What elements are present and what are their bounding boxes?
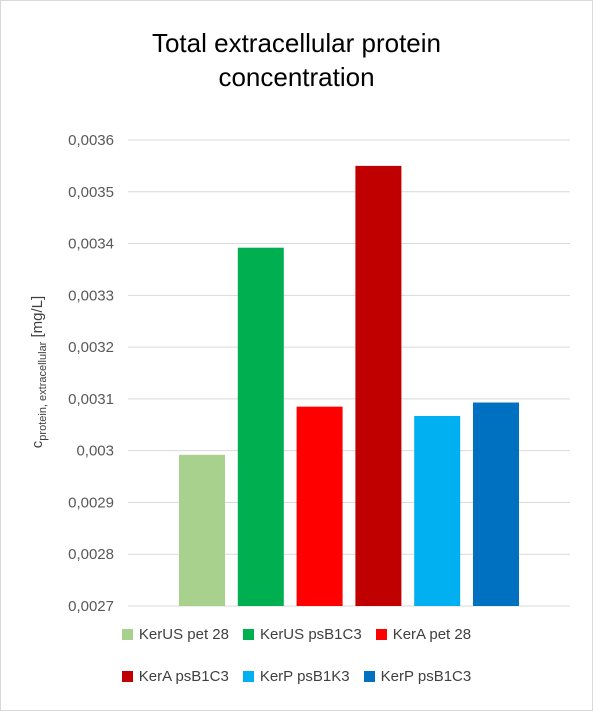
legend-label: KerA pet 28	[392, 626, 472, 643]
chart-title-line-1: Total extracellular protein	[151, 28, 442, 58]
bar-kera-pet-28	[296, 406, 343, 606]
bar-kerus-psb1c3	[237, 247, 284, 606]
legend-label: KerP psB1C3	[380, 668, 472, 685]
legend-swatch	[121, 671, 133, 682]
legend-item: KerP psB1K3	[242, 668, 350, 685]
legend-swatch	[242, 629, 254, 640]
legend-label: KerUS pet 28	[138, 626, 229, 643]
bar-kera-psb1c3	[355, 165, 402, 606]
y-axis-label: cprotein, extracellular [mg/L]	[29, 296, 49, 448]
chart-title: Total extracellular protein concentratio…	[0, 26, 593, 94]
legend-item: KerUS pet 28	[121, 626, 229, 643]
legend-swatch	[242, 671, 254, 682]
y-tick-label: 0,0028	[68, 546, 114, 563]
bar-kerp-psb1c3	[473, 402, 519, 606]
y-axis-label-main: c	[29, 440, 46, 448]
legend-swatch	[121, 629, 133, 640]
y-axis-label-subscript: protein, extracellular	[37, 341, 49, 440]
legend-row: KerA psB1C3 KerP psB1K3 KerP psB1C3	[0, 668, 593, 685]
legend-item: KerUS psB1C3	[242, 626, 362, 643]
legend-item: KerA psB1C3	[121, 668, 229, 685]
legend-label: KerP psB1K3	[259, 668, 350, 685]
y-tick-label: 0,003	[76, 443, 114, 460]
legend-item: KerA pet 28	[375, 626, 472, 643]
bar-kerus-pet-28	[179, 454, 225, 606]
legend-swatch	[375, 629, 387, 640]
legend-item: KerP psB1C3	[363, 668, 472, 685]
legend-label: KerA psB1C3	[138, 668, 229, 685]
y-tick-label: 0,0031	[68, 391, 114, 408]
y-tick-label: 0,0034	[68, 236, 114, 253]
bar-kerp-psb1k3	[414, 415, 461, 606]
legend-row: KerUS pet 28 KerUS psB1C3 KerA pet 28	[0, 626, 593, 643]
y-axis-label-unit: [mg/L]	[29, 296, 46, 342]
y-tick-label: 0,0035	[68, 184, 114, 201]
chart-title-line-2: concentration	[218, 62, 375, 92]
y-tick-label: 0,0029	[68, 494, 114, 511]
legend-swatch	[363, 671, 375, 682]
y-tick-label: 0,0033	[68, 287, 114, 304]
y-tick-label: 0,0032	[68, 339, 114, 356]
y-tick-label: 0,0027	[68, 598, 114, 615]
y-tick-label: 0,0036	[68, 132, 114, 149]
legend-label: KerUS psB1C3	[259, 626, 362, 643]
